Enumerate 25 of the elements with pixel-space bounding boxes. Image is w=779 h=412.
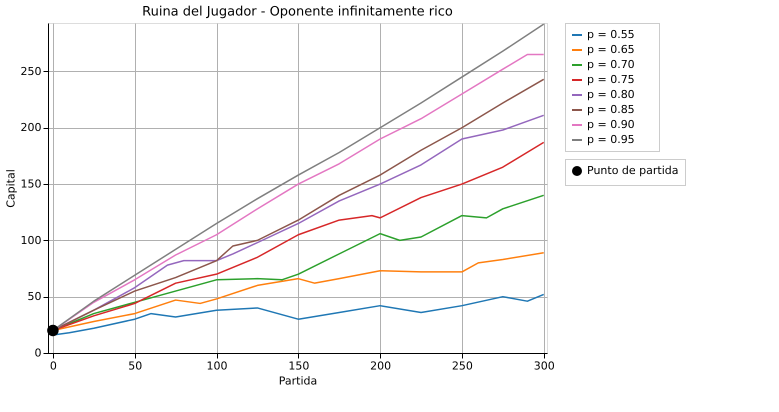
- legend-label: p = 0.65: [587, 43, 635, 56]
- x-tick-label: 0: [50, 360, 57, 372]
- y-tick-label: 0: [34, 346, 42, 360]
- y-tick-label: 200: [20, 121, 42, 134]
- legend-label: Punto de partida: [587, 164, 679, 177]
- x-tick-label: 100: [206, 360, 228, 372]
- y-tick-label: 150: [20, 178, 42, 191]
- x-tick-label: 300: [534, 360, 555, 372]
- legend-label: p = 0.80: [587, 88, 635, 101]
- y-axis-title: Capital: [4, 169, 18, 208]
- y-tick-label: 250: [20, 64, 42, 78]
- x-tick-label: 150: [288, 360, 310, 372]
- x-tick-label: 50: [128, 360, 142, 372]
- legend-label: p = 0.90: [587, 118, 635, 131]
- legend-label: p = 0.55: [587, 28, 635, 41]
- x-tick-label: 250: [452, 360, 473, 372]
- y-tick-label: 100: [20, 234, 42, 247]
- x-axis-title: Partida: [278, 374, 318, 388]
- legend-label: p = 0.70: [587, 58, 635, 71]
- chart-title: Ruina del Jugador - Oponente infinitamente rico: [142, 4, 453, 20]
- legend-label: p = 0.85: [587, 103, 635, 116]
- y-tick-label: 50: [28, 290, 42, 304]
- x-tick-label: 200: [370, 360, 392, 372]
- legend-label: p = 0.95: [587, 133, 635, 146]
- legend-label: p = 0.75: [587, 73, 635, 86]
